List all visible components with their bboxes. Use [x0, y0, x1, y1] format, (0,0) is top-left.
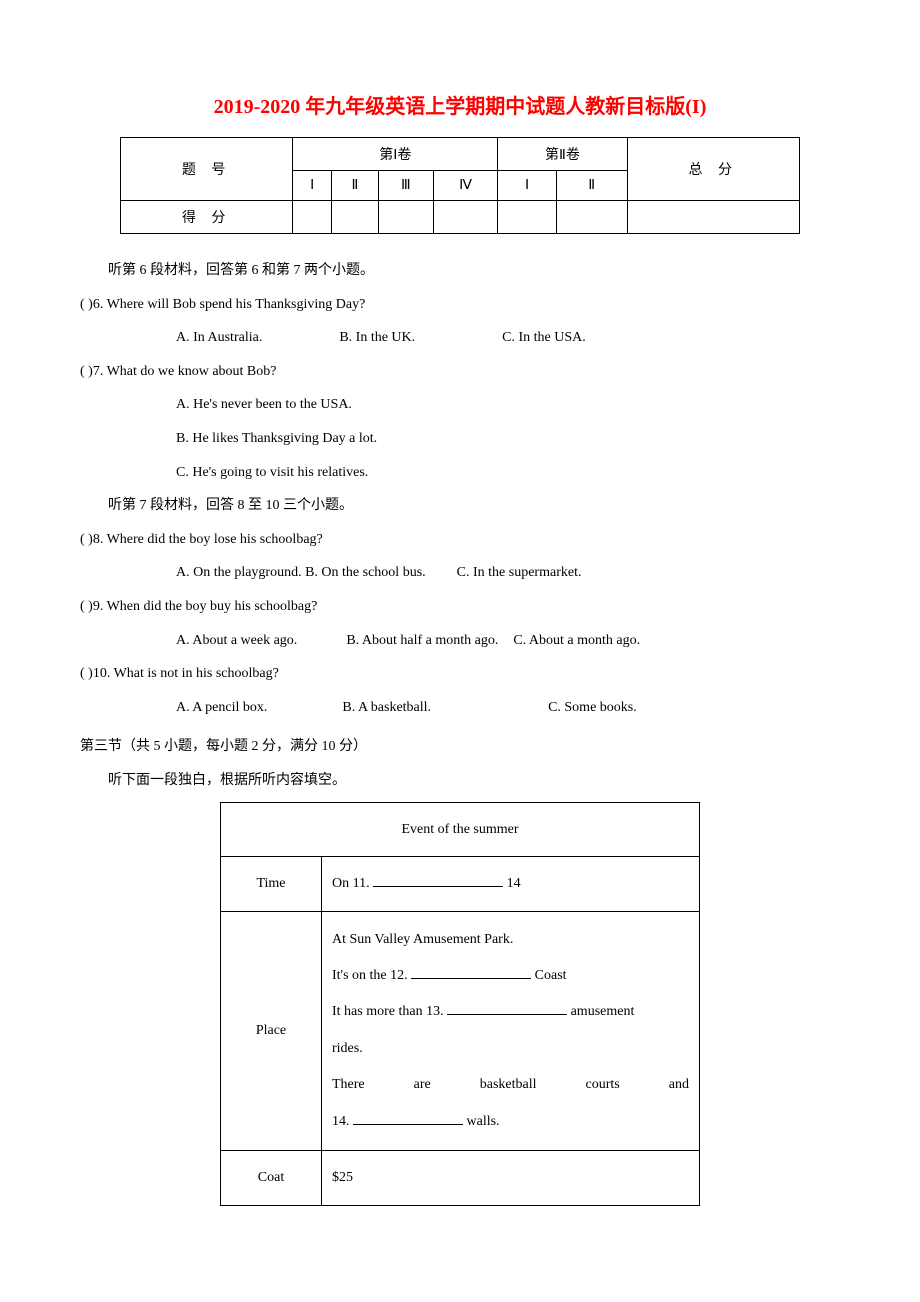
q7-paren: ( )7.: [80, 364, 103, 379]
q6-b: B. In the UK.: [339, 330, 415, 345]
q7-b: B. He likes Thanksgiving Day a lot.: [80, 422, 840, 456]
exam-page: 2019-2020 年九年级英语上学期期中试题人教新目标版(I) 题 号 第Ⅰ卷…: [0, 0, 920, 1302]
q9-c: C. About a month ago.: [513, 633, 640, 648]
section3-heading: 第三节（共 5 小题，每小题 2 分，满分 10 分）: [80, 730, 840, 764]
place-l2a: It's on the 12.: [332, 968, 408, 983]
time-label: Time: [221, 857, 322, 912]
cell-IV: Ⅳ: [433, 171, 498, 201]
place-l5: 14. walls.: [332, 1104, 689, 1140]
q7-c: C. He's going to visit his relatives.: [80, 456, 840, 490]
time-suffix: 14: [507, 876, 521, 891]
place-l3c: rides.: [332, 1031, 689, 1067]
q6-a: A. In Australia.: [176, 330, 262, 345]
place-l4d: courts: [586, 1067, 620, 1103]
place-l4c: basketball: [480, 1067, 537, 1103]
place-l2b: Coast: [535, 968, 567, 983]
score-row-3: 得 分: [121, 201, 800, 234]
cell-defen: 得 分: [121, 201, 293, 234]
cell-juan2: 第Ⅱ卷: [498, 138, 627, 171]
q10-paren: ( )10.: [80, 666, 110, 681]
blank-11: [373, 872, 503, 887]
place-l3b: amusement: [571, 1004, 635, 1019]
q6: ( )6. Where will Bob spend his Thanksgiv…: [80, 288, 840, 322]
q9-b: B. About half a month ago.: [346, 633, 498, 648]
q8-c: C. In the supermarket.: [457, 565, 582, 580]
q8-paren: ( )8.: [80, 532, 103, 547]
place-l5a: 14.: [332, 1114, 350, 1129]
coat-label: Coat: [221, 1151, 322, 1206]
q10-a: A. A pencil box.: [176, 700, 267, 715]
section3-sub: 听下面一段独白，根据所听内容填空。: [80, 764, 840, 798]
cell-I2: Ⅰ: [498, 171, 557, 201]
intro-7: 听第 7 段材料，回答 8 至 10 三个小题。: [80, 489, 840, 523]
q10-text: What is not in his schoolbag?: [114, 666, 279, 681]
q10-b: B. A basketball.: [342, 700, 431, 715]
q9-text: When did the boy buy his schoolbag?: [107, 599, 318, 614]
intro-6: 听第 6 段材料，回答第 6 和第 7 两个小题。: [80, 254, 840, 288]
coat-value: $25: [322, 1151, 700, 1206]
q6-text: Where will Bob spend his Thanksgiving Da…: [107, 297, 366, 312]
time-prefix: On 11.: [332, 876, 370, 891]
blank-cell: [433, 201, 498, 234]
cell-II: Ⅱ: [332, 171, 379, 201]
blank-cell: [378, 201, 433, 234]
event-coat-row: Coat $25: [221, 1151, 700, 1206]
place-l4e: and: [669, 1067, 689, 1103]
score-table: 题 号 第Ⅰ卷 第Ⅱ卷 总 分 Ⅰ Ⅱ Ⅲ Ⅳ Ⅰ Ⅱ 得 分: [120, 137, 800, 234]
q8-text: Where did the boy lose his schoolbag?: [107, 532, 323, 547]
blank-12: [411, 964, 531, 979]
page-title: 2019-2020 年九年级英语上学期期中试题人教新目标版(I): [80, 90, 840, 119]
cell-total: 总 分: [627, 138, 799, 201]
q8-options: A. On the playground. B. On the school b…: [80, 556, 840, 590]
time-value: On 11. 14: [322, 857, 700, 912]
place-l4a: There: [332, 1067, 365, 1103]
place-l4b: are: [414, 1067, 431, 1103]
place-l4: There are basketball courts and: [332, 1067, 689, 1103]
q8-b: B. On the school bus.: [305, 565, 426, 580]
cell-tihao: 题 号: [121, 138, 293, 201]
blank-13: [447, 1000, 567, 1015]
q10-options: A. A pencil box. B. A basketball. C. Som…: [80, 691, 840, 725]
blank-cell: [293, 201, 332, 234]
blank-14: [353, 1110, 463, 1125]
q7-text: What do we know about Bob?: [107, 364, 277, 379]
score-row-1: 题 号 第Ⅰ卷 第Ⅱ卷 总 分: [121, 138, 800, 171]
q7: ( )7. What do we know about Bob?: [80, 355, 840, 389]
q10: ( )10. What is not in his schoolbag?: [80, 657, 840, 691]
cell-I: Ⅰ: [293, 171, 332, 201]
q7-a: A. He's never been to the USA.: [80, 388, 840, 422]
cell-II2: Ⅱ: [556, 171, 627, 201]
q9: ( )9. When did the boy buy his schoolbag…: [80, 590, 840, 624]
event-header: Event of the summer: [221, 802, 700, 857]
place-l3a: It has more than 13.: [332, 1004, 444, 1019]
blank-cell: [332, 201, 379, 234]
q9-paren: ( )9.: [80, 599, 103, 614]
place-label: Place: [221, 911, 322, 1150]
place-l3: It has more than 13. amusement: [332, 994, 689, 1030]
cell-III: Ⅲ: [378, 171, 433, 201]
event-table: Event of the summer Time On 11. 14 Place…: [220, 802, 700, 1206]
q6-c: C. In the USA.: [502, 330, 586, 345]
cell-juan1: 第Ⅰ卷: [293, 138, 498, 171]
q9-options: A. About a week ago. B. About half a mon…: [80, 624, 840, 658]
place-l1: At Sun Valley Amusement Park.: [332, 922, 689, 958]
blank-cell: [627, 201, 799, 234]
q6-paren: ( )6.: [80, 297, 103, 312]
event-header-row: Event of the summer: [221, 802, 700, 857]
q6-options: A. In Australia. B. In the UK. C. In the…: [80, 321, 840, 355]
place-l5b: walls.: [467, 1114, 500, 1129]
q10-c: C. Some books.: [548, 700, 637, 715]
blank-cell: [556, 201, 627, 234]
q9-a: A. About a week ago.: [176, 633, 297, 648]
blank-cell: [498, 201, 557, 234]
q8: ( )8. Where did the boy lose his schoolb…: [80, 523, 840, 557]
event-time-row: Time On 11. 14: [221, 857, 700, 912]
event-place-row: Place At Sun Valley Amusement Park. It's…: [221, 911, 700, 1150]
place-l2: It's on the 12. Coast: [332, 958, 689, 994]
place-content: At Sun Valley Amusement Park. It's on th…: [322, 911, 700, 1150]
q8-a: A. On the playground.: [176, 565, 302, 580]
body-text: 听第 6 段材料，回答第 6 和第 7 两个小题。 ( )6. Where wi…: [80, 254, 840, 1206]
